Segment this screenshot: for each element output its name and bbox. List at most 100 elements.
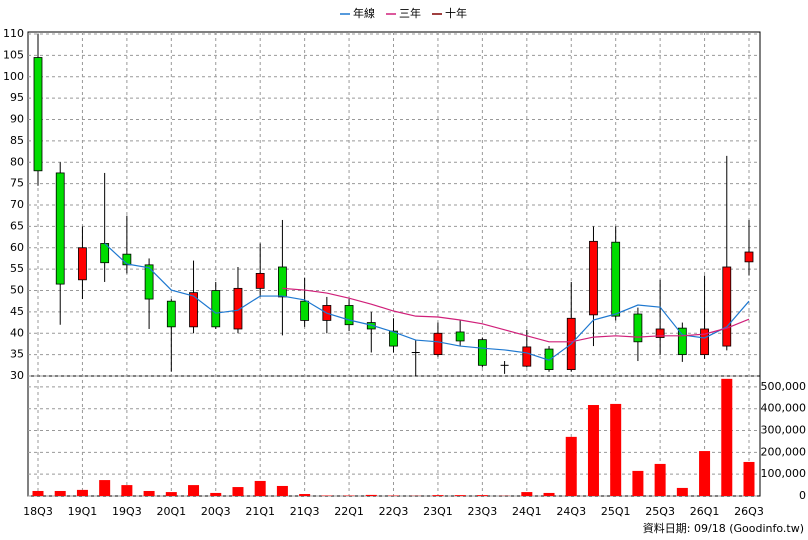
candle-body <box>344 305 354 326</box>
candle-body <box>300 300 310 321</box>
y-tick-label: 55 <box>10 262 24 275</box>
legend-label: 十年 <box>445 6 467 20</box>
candle-body <box>255 272 265 289</box>
y-tick-label: 65 <box>10 219 24 232</box>
x-tick-label: 23Q1 <box>423 505 453 518</box>
y2-tick-label: 300,000 <box>761 424 807 437</box>
y-tick-label: 110 <box>3 27 24 40</box>
x-tick-label: 19Q1 <box>68 505 98 518</box>
volume-bar <box>432 495 444 496</box>
candle-body <box>455 331 465 342</box>
y2-tick-label: 400,000 <box>761 402 807 415</box>
x-tick-label: 25Q1 <box>601 505 631 518</box>
ma-line <box>104 243 750 361</box>
volume-bar <box>476 495 488 496</box>
y2-tick-label: 200,000 <box>761 445 807 458</box>
volume-bar <box>143 490 155 496</box>
candle-body <box>78 247 87 281</box>
y-tick-label: 50 <box>10 284 24 297</box>
legend-label: 三年 <box>399 6 421 20</box>
candle-body <box>189 292 198 328</box>
candle-body <box>655 328 665 338</box>
volume-bar <box>99 480 111 496</box>
y2-tick-label: 0 <box>799 489 806 502</box>
volume-bar <box>76 489 88 496</box>
volume-bar <box>254 480 266 496</box>
x-tick-label: 20Q1 <box>156 505 186 518</box>
x-tick-label: 21Q1 <box>245 505 275 518</box>
volume-bar <box>565 436 577 496</box>
candle-body <box>477 339 487 366</box>
candle-body <box>433 332 443 356</box>
volume-bar <box>188 485 200 496</box>
x-tick-label: 21Q3 <box>290 505 320 518</box>
x-tick-label: 20Q3 <box>201 505 231 518</box>
candle-body <box>166 300 176 328</box>
volume-bar <box>543 492 555 496</box>
plot-frame <box>27 31 761 497</box>
volume-bar <box>654 463 666 496</box>
x-tick-label: 18Q3 <box>23 505 53 518</box>
candle-body <box>744 251 754 263</box>
y-tick-label: 80 <box>10 155 24 168</box>
x-tick-label: 26Q1 <box>690 505 720 518</box>
y-tick-label: 100 <box>3 70 24 83</box>
y2-tick-label: 500,000 <box>761 380 807 393</box>
volume-bar <box>676 487 688 496</box>
candle-body <box>589 240 598 316</box>
volume-bar <box>587 405 599 496</box>
volume-bar <box>232 487 244 496</box>
x-tick-label: 26Q3 <box>734 505 764 518</box>
candle-body <box>233 287 243 330</box>
volume-bar <box>521 492 533 496</box>
candle-body <box>55 172 65 285</box>
y-tick-label: 35 <box>10 348 24 361</box>
candle-body <box>611 241 621 317</box>
volume-bar <box>699 451 711 496</box>
y-tick-label: 60 <box>10 241 24 254</box>
legend-label: 年線 <box>353 6 375 20</box>
y-tick-label: 70 <box>10 198 24 211</box>
candle-body <box>389 330 398 347</box>
x-tick-label: 24Q1 <box>512 505 542 518</box>
volume-bar <box>632 470 644 496</box>
volume-bar <box>121 485 133 496</box>
y-tick-label: 90 <box>10 113 24 126</box>
volume-bar <box>165 492 177 496</box>
x-tick-label: 24Q3 <box>556 505 586 518</box>
y-tick-label: 95 <box>10 91 24 104</box>
candle-body <box>633 313 643 343</box>
candle-body <box>722 266 732 347</box>
volume-bar <box>32 490 44 496</box>
y-tick-label: 85 <box>10 134 24 147</box>
volume-bar <box>610 403 622 496</box>
volume-bar <box>299 494 311 496</box>
y-tick-label: 75 <box>10 177 24 190</box>
candle-body <box>144 264 154 300</box>
x-tick-label: 22Q3 <box>379 505 409 518</box>
candle-body <box>278 266 287 298</box>
volume-bar <box>365 494 377 496</box>
volume-bar <box>210 492 222 496</box>
candle-body <box>211 290 221 328</box>
candle-body <box>522 346 532 367</box>
x-tick-label: 25Q3 <box>645 505 675 518</box>
y-tick-label: 30 <box>10 369 24 382</box>
y2-tick-label: 100,000 <box>761 467 807 480</box>
x-tick-label: 23Q3 <box>468 505 498 518</box>
volume-bar <box>454 495 466 496</box>
candle-body <box>677 327 687 356</box>
x-tick-label: 22Q1 <box>334 505 364 518</box>
candle-body <box>700 328 709 356</box>
y-tick-label: 105 <box>3 48 24 61</box>
volume-bar <box>721 378 733 496</box>
footer: 資料日期: 09/18 (Goodinfo.tw) <box>643 521 804 535</box>
volume-bar <box>276 485 288 496</box>
y-tick-label: 45 <box>10 305 24 318</box>
x-tick-label: 19Q3 <box>112 505 142 518</box>
y-tick-label: 40 <box>10 326 24 339</box>
candle-body <box>33 57 43 172</box>
ma-line <box>282 287 750 343</box>
volume-bar <box>54 490 66 496</box>
